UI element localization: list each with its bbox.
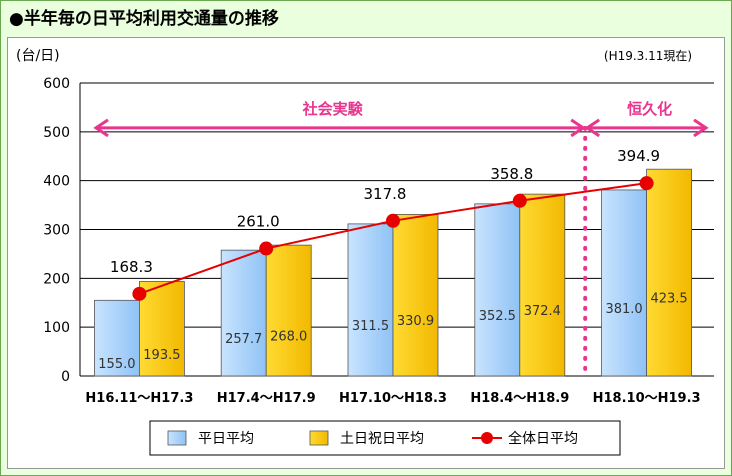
bar-weekday	[601, 189, 647, 377]
bar-value-label: 381.0	[605, 302, 642, 317]
legend-swatch-weekday	[167, 430, 187, 446]
average-point	[132, 286, 147, 301]
bar-value-label: 330.9	[397, 314, 434, 329]
phase-label-permanent: 恒久化	[627, 100, 672, 118]
y-tick-label: 200	[43, 271, 70, 287]
bar-value-label: 193.5	[143, 348, 180, 363]
phase-arrow-experiment-head-right	[570, 118, 586, 138]
bar-value-label: 257.7	[225, 332, 262, 347]
chart-title: ●半年毎の日平均利用交通量の推移	[9, 9, 279, 29]
y-axis-ticks: 0 100 200 300 400 500 600	[43, 76, 70, 385]
bar-value-label: 155.0	[98, 357, 135, 372]
legend-label: 全体日平均	[508, 430, 578, 447]
bar-holiday	[265, 244, 312, 377]
bar-holiday	[646, 168, 692, 377]
bar-value-label: 372.4	[524, 304, 561, 319]
y-tick-label: 400	[43, 174, 70, 190]
legend-marker	[481, 432, 493, 444]
y-unit-label: (台/日)	[16, 48, 60, 64]
bar-value-label: 352.5	[479, 309, 516, 324]
as-of-date: (H19.3.11現在)	[604, 49, 692, 63]
y-tick-label: 0	[61, 369, 70, 385]
x-tick-label: H17.10〜H18.3	[339, 391, 447, 406]
chart-canvas: (台/日) (H19.3.11現在) 0 100 200 300 400 500 600 社…	[16, 48, 714, 456]
average-point	[259, 241, 274, 256]
legend-label: 土日祝日平均	[340, 431, 424, 447]
average-value-label: 261.0	[237, 213, 280, 231]
bar-weekday	[347, 223, 394, 377]
y-tick-label: 500	[43, 125, 70, 141]
y-tick-label: 600	[43, 76, 70, 92]
phase-label-experiment: 社会実験	[302, 100, 364, 118]
x-axis-ticks: H16.11〜H17.3 H17.4〜H17.9 H17.10〜H18.3 H18.4…	[85, 391, 700, 406]
legend-box	[149, 420, 621, 456]
y-tick-label: 100	[43, 320, 70, 336]
legend-label: 平日平均	[198, 431, 254, 447]
average-point	[512, 193, 527, 208]
bar-weekday	[474, 203, 521, 377]
y-tick-label: 300	[43, 223, 70, 239]
bars: 155.0 193.5 257.7 268.0 311.5 330.9 352.5 372.4…	[94, 168, 692, 377]
bar-value-label: 268.0	[270, 330, 307, 345]
average-value-label: 358.8	[490, 165, 533, 183]
bar-holiday	[392, 214, 439, 377]
bar-value-label: 311.5	[352, 319, 389, 334]
plot-panel: (台/日) (H19.3.11現在) 0 100 200 300 400 500 600 社…	[7, 37, 725, 469]
phase-annotations: 社会実験 恒久化	[93, 100, 709, 378]
legend: 平日平均 土日祝日平均 全体日平均	[149, 420, 621, 456]
phase-arrow-permanent-head-left	[584, 118, 601, 138]
bar-holiday	[519, 193, 566, 377]
bar-value-label: 423.5	[650, 292, 687, 307]
phase-arrow-permanent-head-right	[693, 118, 709, 138]
average-line: 168.3 261.0 317.8 358.8 394.9	[110, 147, 660, 301]
average-value-label: 168.3	[110, 258, 153, 276]
average-value-label: 394.9	[617, 147, 660, 165]
x-tick-label: H17.4〜H17.9	[217, 391, 316, 406]
x-tick-label: H18.10〜H19.3	[593, 391, 701, 406]
average-point	[386, 213, 400, 228]
phase-arrow-experiment-head-left	[93, 118, 109, 138]
bar-weekday	[94, 299, 140, 377]
legend-swatch-holiday	[309, 430, 329, 446]
average-point	[639, 176, 654, 191]
x-tick-label: H16.11〜H17.3	[85, 391, 193, 406]
bar-holiday	[138, 281, 185, 377]
bar-weekday	[220, 249, 267, 377]
x-tick-label: H18.4〜H18.9	[470, 391, 569, 406]
average-value-label: 317.8	[364, 185, 407, 203]
